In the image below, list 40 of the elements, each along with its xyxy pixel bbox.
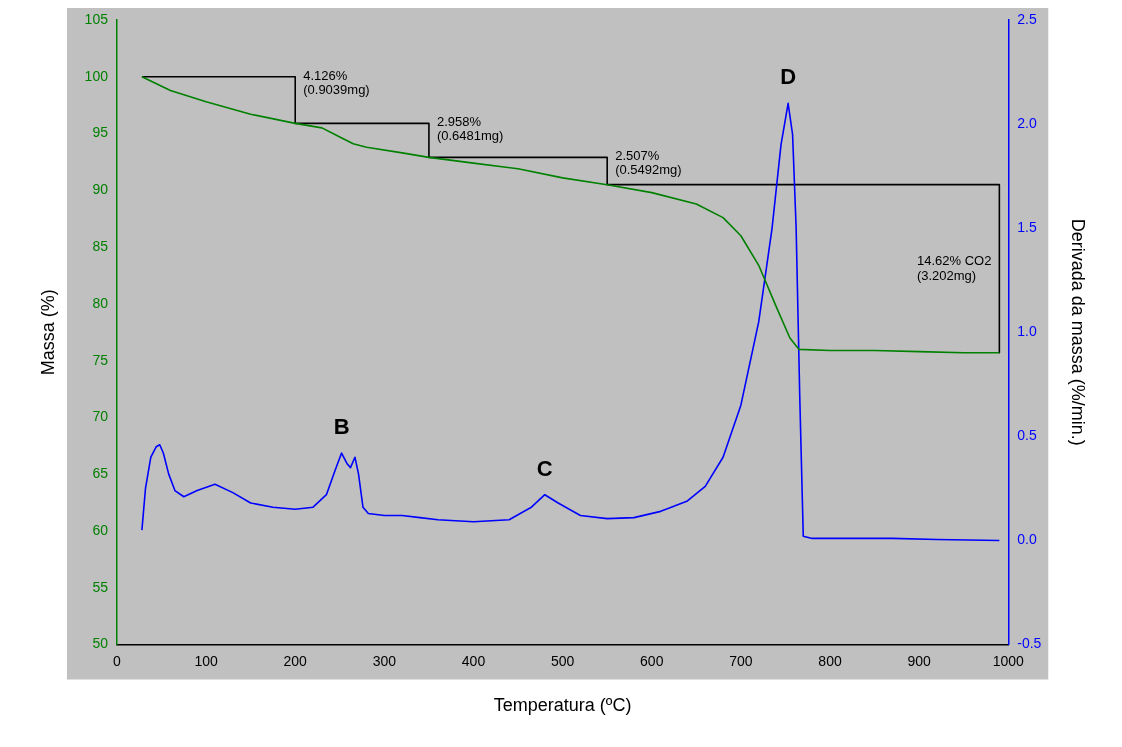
y2-tick-label: 2.0 [1017, 114, 1037, 131]
y-tick-label: 100 [84, 67, 109, 84]
y2-tick-label: 2.5 [1017, 10, 1037, 27]
annotation: 14.62% CO2 (3.202mg) [916, 252, 992, 283]
annotation: D [780, 63, 797, 89]
x-axis-title: Temperatura (ºC) [493, 695, 632, 716]
x-tick-label: 600 [640, 652, 664, 669]
x-tick-label: 900 [907, 652, 932, 669]
annotation: 2.507% (0.5492mg) [615, 148, 682, 178]
y-tick-label: 60 [92, 521, 109, 538]
x-tick-label: 1000 [992, 652, 1025, 669]
y-tick-label: 75 [92, 351, 109, 368]
y-tick-label: 80 [92, 294, 109, 311]
x-tick-label: 200 [283, 652, 308, 669]
x-tick-label: 400 [461, 652, 486, 669]
y-axis-title: Massa (%) [37, 289, 58, 376]
annotation: C [536, 455, 553, 481]
annotation: 2.958% (0.6481mg) [436, 114, 504, 144]
y2-tick-label: 1.5 [1017, 219, 1037, 236]
x-tick-label: 0 [113, 652, 122, 669]
y-tick-label: 85 [92, 237, 109, 254]
y2-tick-label: 1.0 [1017, 323, 1037, 340]
y-tick-label: 95 [92, 124, 109, 141]
annotation: B [333, 413, 350, 439]
y2-tick-label: -0.5 [1017, 635, 1042, 652]
y-tick-label: 55 [92, 578, 109, 595]
x-tick-label: 500 [550, 652, 575, 669]
y-tick-label: 90 [92, 181, 109, 198]
y-tick-label: 65 [92, 465, 109, 482]
x-tick-label: 300 [372, 652, 397, 669]
annotation: 4.126% (0.9039mg) [303, 67, 370, 97]
x-tick-label: 100 [194, 652, 218, 669]
y2-axis-title: Derivada da massa (%/min.) [1068, 218, 1089, 446]
y-tick-label: 105 [84, 10, 109, 27]
x-tick-label: 800 [818, 652, 842, 669]
y2-tick-label: 0.0 [1017, 531, 1037, 548]
y-tick-label: 50 [92, 635, 109, 652]
y2-tick-label: 0.5 [1017, 427, 1037, 444]
x-tick-label: 700 [729, 652, 753, 669]
y-tick-label: 70 [92, 408, 109, 425]
